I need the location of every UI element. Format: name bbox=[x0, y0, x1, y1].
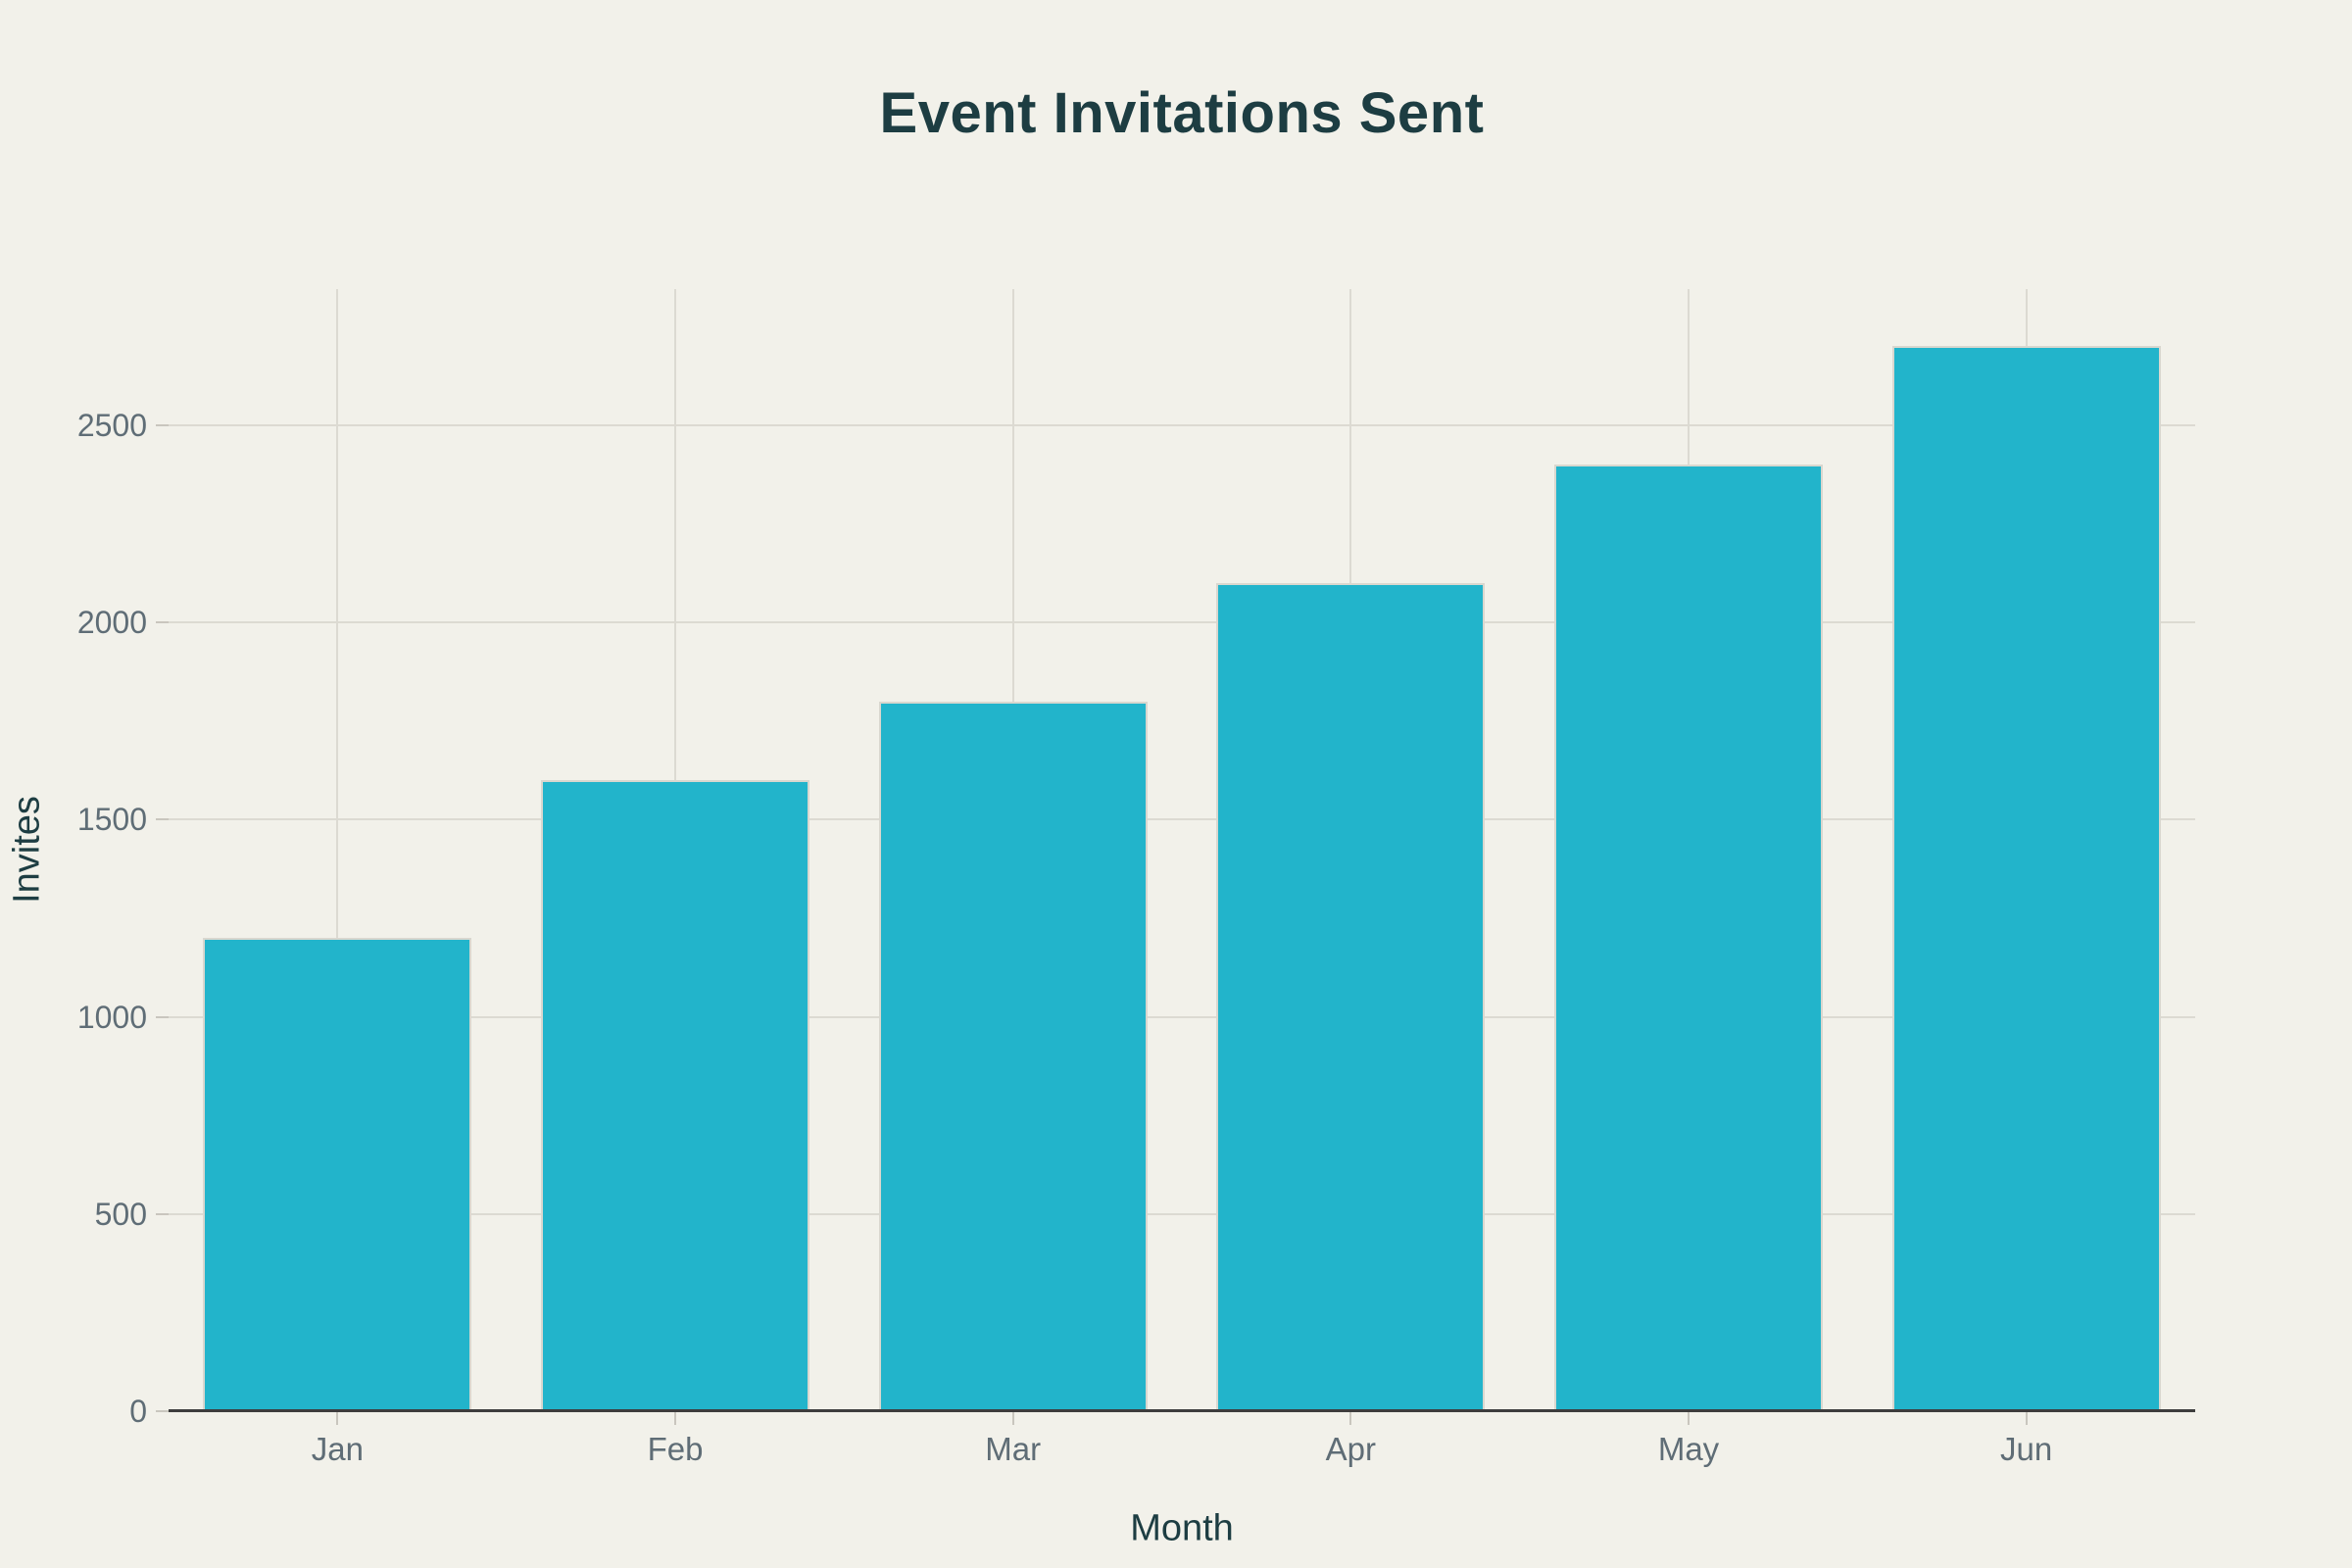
bar-jun[interactable] bbox=[1891, 346, 2161, 1411]
x-tick-label-apr: Apr bbox=[1325, 1431, 1377, 1467]
y-tick-label-500: 500 bbox=[94, 1196, 147, 1232]
y-tick-label-0: 0 bbox=[129, 1394, 147, 1429]
y-tick-1500 bbox=[156, 818, 169, 821]
x-tick-jan bbox=[336, 1412, 339, 1425]
x-tick-label-mar: Mar bbox=[985, 1431, 1042, 1467]
y-tick-label-2500: 2500 bbox=[76, 407, 147, 443]
h-gridline-1500 bbox=[169, 818, 2195, 821]
h-gridline-2500 bbox=[169, 423, 2195, 426]
x-tick-label-jan: Jan bbox=[311, 1431, 364, 1467]
x-tick-jun bbox=[2025, 1412, 2028, 1425]
h-gridline-1000 bbox=[169, 1015, 2195, 1018]
bar-mar[interactable] bbox=[878, 701, 1148, 1411]
y-tick-label-2000: 2000 bbox=[76, 605, 147, 641]
plot-area: 0 500 1000 1500 2000 2500 Jan Feb Mar Apr May Jun bbox=[77, 289, 2195, 1467]
x-axis-line bbox=[169, 1409, 2195, 1412]
bar-feb[interactable] bbox=[541, 780, 809, 1411]
x-tick-mar bbox=[1011, 1412, 1014, 1425]
chart-title: Event Invitations Sent bbox=[879, 81, 1485, 145]
y-axis-title: Invites bbox=[6, 796, 48, 904]
y-tick-label-1000: 1000 bbox=[76, 999, 147, 1035]
h-gridline-2000 bbox=[169, 621, 2195, 624]
v-gridline-jan bbox=[336, 289, 339, 1411]
bar-jan[interactable] bbox=[203, 938, 472, 1411]
y-tick-label-1500: 1500 bbox=[76, 802, 147, 838]
y-tick-500 bbox=[156, 1212, 169, 1215]
y-tick-1000 bbox=[156, 1015, 169, 1018]
bar-may[interactable] bbox=[1554, 465, 1823, 1411]
y-tick-0 bbox=[156, 1410, 169, 1412]
x-axis-title: Month bbox=[1130, 1507, 1234, 1549]
x-tick-label-jun: Jun bbox=[2000, 1431, 2053, 1467]
y-tick-2500 bbox=[156, 423, 169, 426]
bar-apr[interactable] bbox=[1216, 582, 1486, 1411]
h-gridline-500 bbox=[169, 1212, 2195, 1215]
y-tick-2000 bbox=[156, 621, 169, 624]
x-tick-may bbox=[1688, 1412, 1690, 1425]
x-tick-apr bbox=[1349, 1412, 1352, 1425]
x-tick-label-feb: Feb bbox=[647, 1431, 704, 1467]
x-tick-feb bbox=[674, 1412, 676, 1425]
x-tick-label-may: May bbox=[1657, 1431, 1720, 1467]
